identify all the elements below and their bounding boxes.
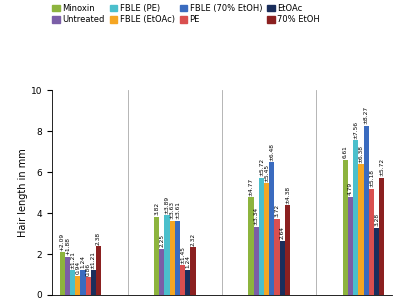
Bar	[285, 205, 290, 295]
Text: ±6.38: ±6.38	[358, 145, 364, 163]
Text: ±5.45: ±5.45	[264, 164, 269, 182]
Bar	[358, 164, 364, 295]
Bar	[348, 197, 353, 295]
Bar	[364, 126, 369, 295]
Text: 3.28: 3.28	[374, 213, 379, 226]
Y-axis label: Hair length in mm: Hair length in mm	[18, 148, 28, 237]
Text: ±1.21: ±1.21	[70, 251, 75, 268]
Text: ±5.72: ±5.72	[379, 158, 384, 176]
Bar	[374, 228, 379, 295]
Bar	[280, 241, 285, 295]
Bar	[60, 252, 65, 295]
Bar	[154, 217, 159, 295]
Bar	[91, 270, 96, 295]
Text: ±3.61: ±3.61	[175, 202, 180, 219]
Text: 0.86: 0.86	[86, 263, 91, 276]
Text: ±6.48: ±6.48	[269, 143, 274, 161]
Text: +2.09: +2.09	[60, 232, 65, 250]
Bar	[164, 215, 170, 295]
Bar	[170, 221, 175, 295]
Bar	[248, 197, 254, 295]
Bar	[259, 178, 264, 295]
Text: ±4.38: ±4.38	[285, 186, 290, 204]
Bar	[369, 189, 374, 295]
Bar	[80, 270, 86, 295]
Bar	[343, 160, 348, 295]
Text: ±3.34: ±3.34	[254, 207, 259, 225]
Bar	[185, 270, 190, 295]
Text: 2.38: 2.38	[96, 231, 101, 245]
Bar	[264, 183, 269, 295]
Bar	[75, 276, 80, 295]
Text: 4.79: 4.79	[348, 182, 353, 195]
Bar	[70, 270, 75, 295]
Text: ±7.56: ±7.56	[353, 121, 358, 138]
Text: 0.94: 0.94	[75, 261, 80, 274]
Text: ±4.77: ±4.77	[248, 178, 254, 196]
Bar	[65, 256, 70, 295]
Text: ±5.72: ±5.72	[259, 158, 264, 176]
Text: 2.64: 2.64	[280, 226, 285, 239]
Text: ±5.18: ±5.18	[369, 169, 374, 187]
Bar	[175, 221, 180, 295]
Bar	[274, 219, 280, 295]
Text: 3.72: 3.72	[274, 204, 280, 217]
Text: ±8.27: ±8.27	[364, 106, 369, 124]
Bar	[159, 249, 164, 295]
Text: ±3.89: ±3.89	[164, 196, 170, 214]
Bar	[180, 265, 185, 295]
Bar	[254, 227, 259, 295]
Text: ±1.45: ±1.45	[180, 246, 185, 264]
Bar	[353, 140, 358, 295]
Text: 2.25: 2.25	[159, 234, 164, 247]
Bar	[269, 162, 274, 295]
Text: +1.88: +1.88	[65, 237, 70, 255]
Text: 6.61: 6.61	[343, 145, 348, 158]
Text: 2.32: 2.32	[190, 233, 196, 246]
Bar	[379, 178, 384, 295]
Text: 1.24: 1.24	[80, 255, 86, 268]
Bar	[86, 278, 91, 295]
Text: 1.24: 1.24	[185, 255, 190, 268]
Legend: Minoxin, Untreated, FBLE (PE), FBLE (EtOAc), FBLE (70% EtOH), PE, EtOAc, 70% EtO: Minoxin, Untreated, FBLE (PE), FBLE (EtO…	[52, 4, 320, 24]
Text: ±3.63: ±3.63	[170, 201, 175, 219]
Text: ±1.21: ±1.21	[91, 251, 96, 268]
Bar	[96, 246, 101, 295]
Text: 3.82: 3.82	[154, 202, 159, 215]
Bar	[190, 247, 196, 295]
